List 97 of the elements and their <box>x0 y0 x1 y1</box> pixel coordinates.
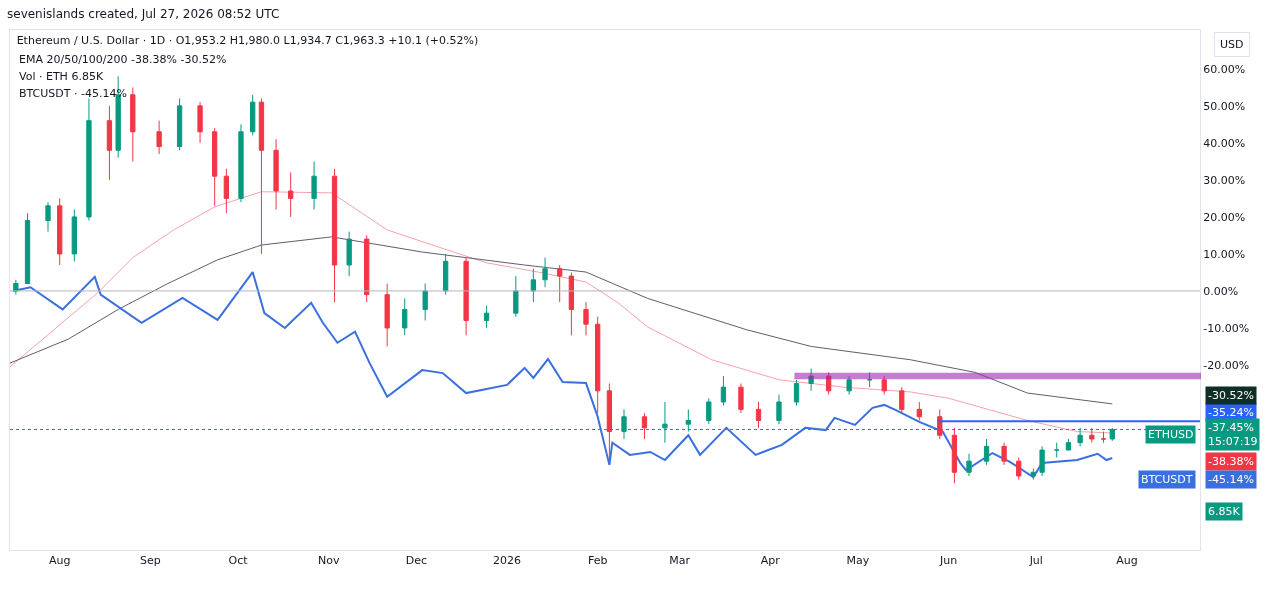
y-tick-label: -10.00% <box>1203 321 1250 335</box>
candlestick <box>983 438 990 466</box>
candlestick <box>557 264 563 303</box>
candlestick <box>738 382 744 414</box>
candlestick <box>899 386 905 414</box>
candlestick <box>258 97 265 255</box>
y-tick-label: 20.00% <box>1203 210 1246 224</box>
candlestick <box>866 371 873 388</box>
candlestick <box>1065 438 1072 451</box>
candlestick <box>223 168 230 214</box>
x-tick-label: May <box>846 554 870 568</box>
x-tick-label: Feb <box>587 554 608 568</box>
annotation: BTCUSDT <box>1141 473 1193 486</box>
candlestick <box>238 123 244 203</box>
candlestick <box>250 94 256 136</box>
candlestick <box>755 401 762 429</box>
candlestick <box>212 127 218 207</box>
y-tick-label: -20.00% <box>1203 358 1250 372</box>
text: sevenislands created, Jul 27, 2026 08:52 UTC <box>7 7 280 21</box>
candlestick <box>106 105 113 181</box>
candlestick <box>641 412 648 440</box>
candlestick <box>288 171 294 218</box>
candlestick <box>1089 427 1095 444</box>
annotation: EMA 20/50/100/200 -38.38% -30.52% <box>19 53 227 66</box>
candlestick <box>568 271 575 336</box>
candlestick <box>966 453 972 477</box>
candlestick <box>57 197 63 266</box>
candlestick <box>720 375 727 407</box>
candlestick <box>826 371 832 396</box>
candlestick <box>606 382 613 462</box>
candlestick <box>542 257 548 288</box>
text: 6.85K <box>1208 505 1241 518</box>
x-tick-label: Apr <box>760 554 781 568</box>
x-tick-label: Aug <box>48 554 71 568</box>
candlestick <box>530 268 537 303</box>
candlestick <box>402 297 408 336</box>
x-tick-label: Oct <box>228 554 249 568</box>
candlestick <box>197 101 203 144</box>
text: -38.38% <box>1208 455 1254 468</box>
candlestick <box>846 375 852 396</box>
candlestick <box>483 305 490 329</box>
y-tick-label: 50.00% <box>1203 99 1246 113</box>
candlestick <box>951 427 958 484</box>
line-series <box>10 236 1113 405</box>
y-tick-label: 10.00% <box>1203 247 1246 261</box>
x-tick-label: Aug <box>1116 554 1138 568</box>
candlestick <box>916 401 922 421</box>
candlestick <box>1054 442 1060 458</box>
x-tick-label: Mar <box>669 554 691 568</box>
candlestick <box>311 160 317 210</box>
y-tick-label: 60.00% <box>1203 62 1246 76</box>
x-tick-label: Jul <box>1028 554 1043 568</box>
y-tick-label: 40.00% <box>1203 136 1246 150</box>
candlestick <box>273 138 279 210</box>
candlestick <box>793 379 800 407</box>
candlestick <box>156 120 162 155</box>
candlestick <box>176 97 183 151</box>
candlestick <box>808 368 814 392</box>
candlestick <box>422 283 428 322</box>
text: -37.45% 15:07:19 <box>1208 421 1258 449</box>
x-tick-label: Dec <box>405 554 428 568</box>
candlestick <box>706 397 712 425</box>
candlestick <box>595 316 601 414</box>
annotation: ETHUSD <box>1148 428 1194 441</box>
candlestick <box>24 212 31 285</box>
candlestick <box>364 234 370 303</box>
candlestick <box>443 253 449 296</box>
x-tick-label: Nov <box>317 554 340 568</box>
candlestick <box>45 201 51 233</box>
x-tick-label: Jun <box>938 554 958 568</box>
candlestick <box>86 97 92 222</box>
ref-line-label: -35.24% <box>1208 406 1254 419</box>
candlestick <box>1100 431 1107 444</box>
text: -45.14% <box>1208 473 1254 486</box>
candlestick <box>71 209 77 262</box>
chart-title: Ethereum / U.S. Dollar · 1D · O1,953.2 H1,980.0 L1,934.7 C1,963.3 +10.1 (+0.52%) <box>16 33 479 47</box>
x-tick-label: Sep <box>139 554 161 568</box>
candlestick <box>1039 445 1045 477</box>
candlestick <box>583 301 589 336</box>
candlestick <box>513 275 519 318</box>
text: -30.52% <box>1208 389 1254 402</box>
candlestick <box>463 257 469 336</box>
annotation: Vol · ETH 6.85K <box>19 70 104 83</box>
candlestick <box>1001 442 1007 466</box>
candlestick <box>1030 468 1036 481</box>
candlestick <box>881 375 887 396</box>
candlestick <box>346 231 352 277</box>
y-axis-title: USD <box>1220 38 1244 51</box>
y-tick-label: 30.00% <box>1203 173 1246 187</box>
candlestick <box>130 86 136 162</box>
y-tick-label: 0.00% <box>1203 284 1239 298</box>
candlestick <box>776 394 782 425</box>
candlestick <box>13 279 19 296</box>
candlestick <box>331 168 338 303</box>
candlestick <box>1016 456 1022 481</box>
x-tick-label: 2026 <box>493 554 522 568</box>
candlestick <box>384 283 390 347</box>
